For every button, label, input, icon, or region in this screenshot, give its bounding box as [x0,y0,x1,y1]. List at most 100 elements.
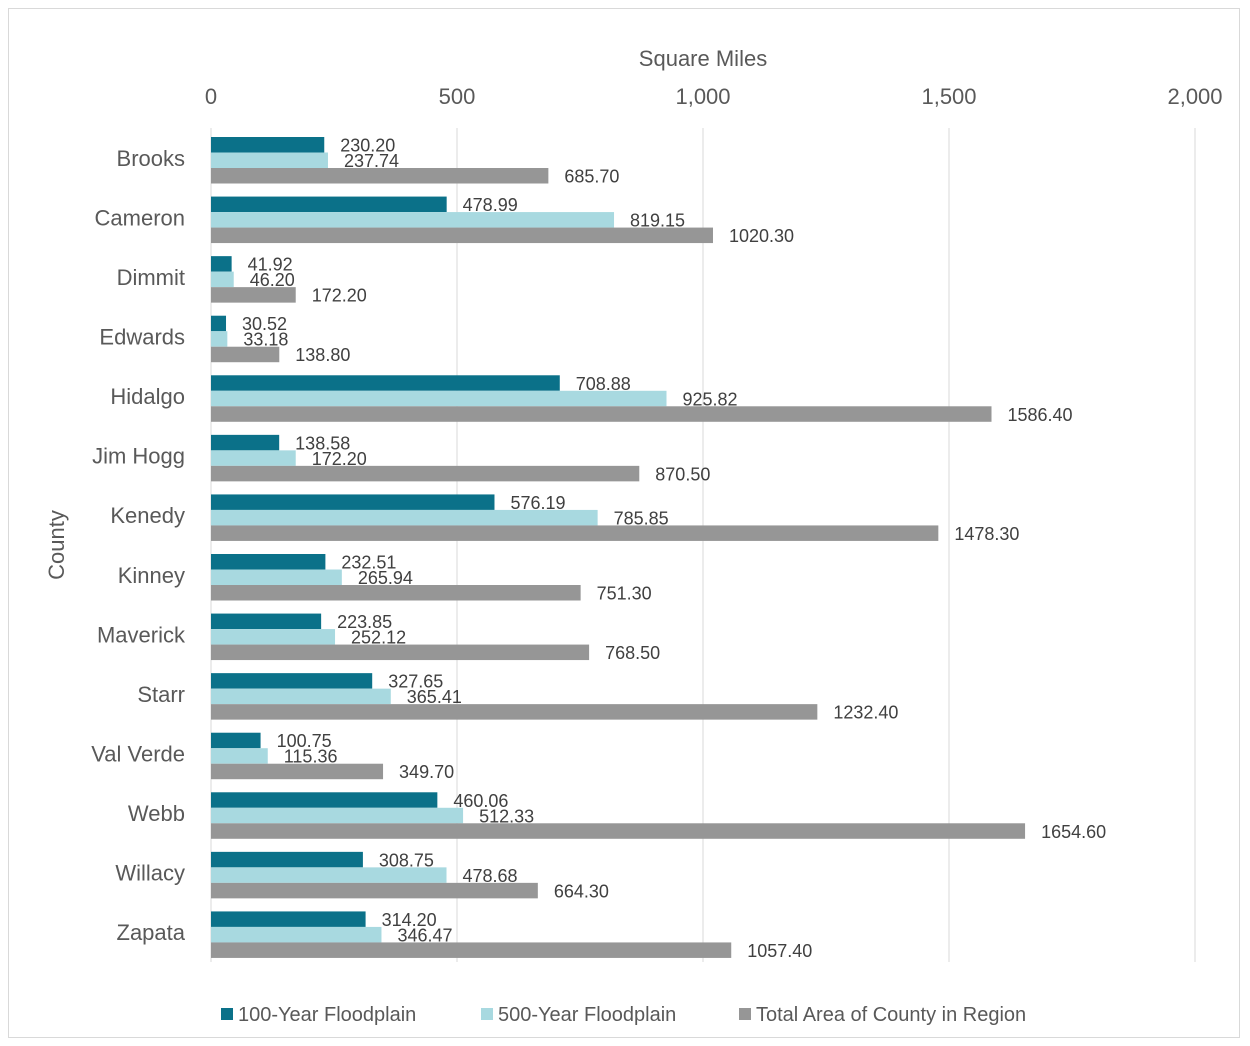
bar [211,911,366,927]
data-label: 708.88 [576,374,631,394]
data-label: 870.50 [655,464,710,484]
data-label: 925.82 [683,389,738,409]
x-tick-label: 2,000 [1167,84,1222,109]
category-label: Jim Hogg [92,444,185,469]
category-label: Edwards [99,325,185,350]
category-label: Starr [137,682,185,707]
category-label: Dimmit [117,265,185,290]
y-axis-categories: Brooks Cameron Dimmit Edwards Hidalgo Jim Hog… [91,146,186,945]
data-label: 349.70 [399,762,454,782]
legend-label: 500-Year Floodplain [498,1004,676,1026]
data-label: 138.80 [295,345,350,365]
bar [211,168,549,184]
legend-swatch [221,1008,233,1020]
bar [211,196,447,213]
bar [211,792,438,808]
bar [211,644,590,661]
x-axis-title: Square Miles [639,46,767,71]
bar [211,629,336,645]
data-label: 1057.40 [747,941,812,961]
x-tick-label: 1,000 [675,84,730,109]
data-label: 314.20 [382,910,437,930]
data-label: 751.30 [597,584,652,604]
data-label: 252.12 [351,628,406,648]
bar [211,942,732,958]
data-label: 785.85 [614,508,669,528]
bar [211,525,939,541]
bars [211,137,1026,958]
category-label: Zapata [117,920,186,945]
data-label: 327.65 [388,672,443,692]
data-label: 478.68 [463,866,518,886]
data-label: 576.19 [510,493,565,513]
x-axis-ticks: 0 500 1,000 1,500 2,000 [205,84,1223,109]
data-label: 1232.40 [833,703,898,723]
data-label: 223.85 [337,612,392,632]
bar [211,807,464,824]
bar [211,748,268,764]
bar [211,271,234,288]
category-label: Willacy [115,861,185,886]
x-tick-label: 0 [205,84,217,109]
bar [211,704,818,720]
bar [211,287,296,303]
bar [211,346,280,363]
bar [211,509,598,526]
category-label: Webb [128,801,185,826]
data-label: 478.99 [463,195,518,215]
data-label: 115.36 [284,747,338,767]
data-label: 768.50 [605,643,660,663]
bar [211,331,228,347]
bar [211,851,363,868]
data-label: 237.74 [344,151,399,171]
x-tick-label: 1,500 [921,84,976,109]
data-label: 41.92 [248,255,293,275]
bar [211,688,391,705]
bar [211,450,296,466]
data-label: 1654.60 [1041,822,1106,842]
bar [211,867,447,883]
data-label: 1020.30 [729,226,794,246]
data-label: 33.18 [243,330,288,350]
category-label: Val Verde [91,742,185,767]
data-label: 512.33 [479,806,534,826]
bar [211,554,326,570]
x-tick-label: 500 [439,84,476,109]
data-label: 265.94 [358,568,413,588]
bar [211,465,640,482]
data-label: 346.47 [397,925,452,945]
bar [211,256,232,272]
data-label: 819.15 [630,211,685,231]
legend: 100-Year Floodplain 500-Year Floodplain To… [221,1004,1026,1026]
bar [211,315,227,332]
category-label: Brooks [117,146,185,171]
data-label: 172.20 [312,449,367,469]
bar [211,732,261,749]
data-label: 172.20 [312,286,367,306]
data-label: 664.30 [554,881,609,901]
bar [211,137,325,153]
legend-swatch [739,1008,751,1020]
y-axis-title: County [44,510,69,580]
bar [211,613,322,630]
data-label: 365.41 [407,687,462,707]
category-label: Hidalgo [110,384,185,409]
bar [211,152,328,168]
data-label: 30.52 [242,314,287,334]
category-label: Cameron [95,205,185,230]
data-label: 1586.40 [1008,405,1073,425]
data-label: 460.06 [453,791,508,811]
legend-label: 100-Year Floodplain [238,1004,416,1026]
bar [211,926,382,943]
bar [211,763,384,780]
bar [211,375,560,391]
bar [211,390,667,407]
bar [211,212,615,228]
data-label: 100.75 [277,731,332,751]
bar [211,673,373,689]
category-label: Maverick [97,622,186,647]
data-label: 308.75 [379,850,434,870]
bar [211,569,342,585]
data-label: 46.20 [250,270,295,290]
